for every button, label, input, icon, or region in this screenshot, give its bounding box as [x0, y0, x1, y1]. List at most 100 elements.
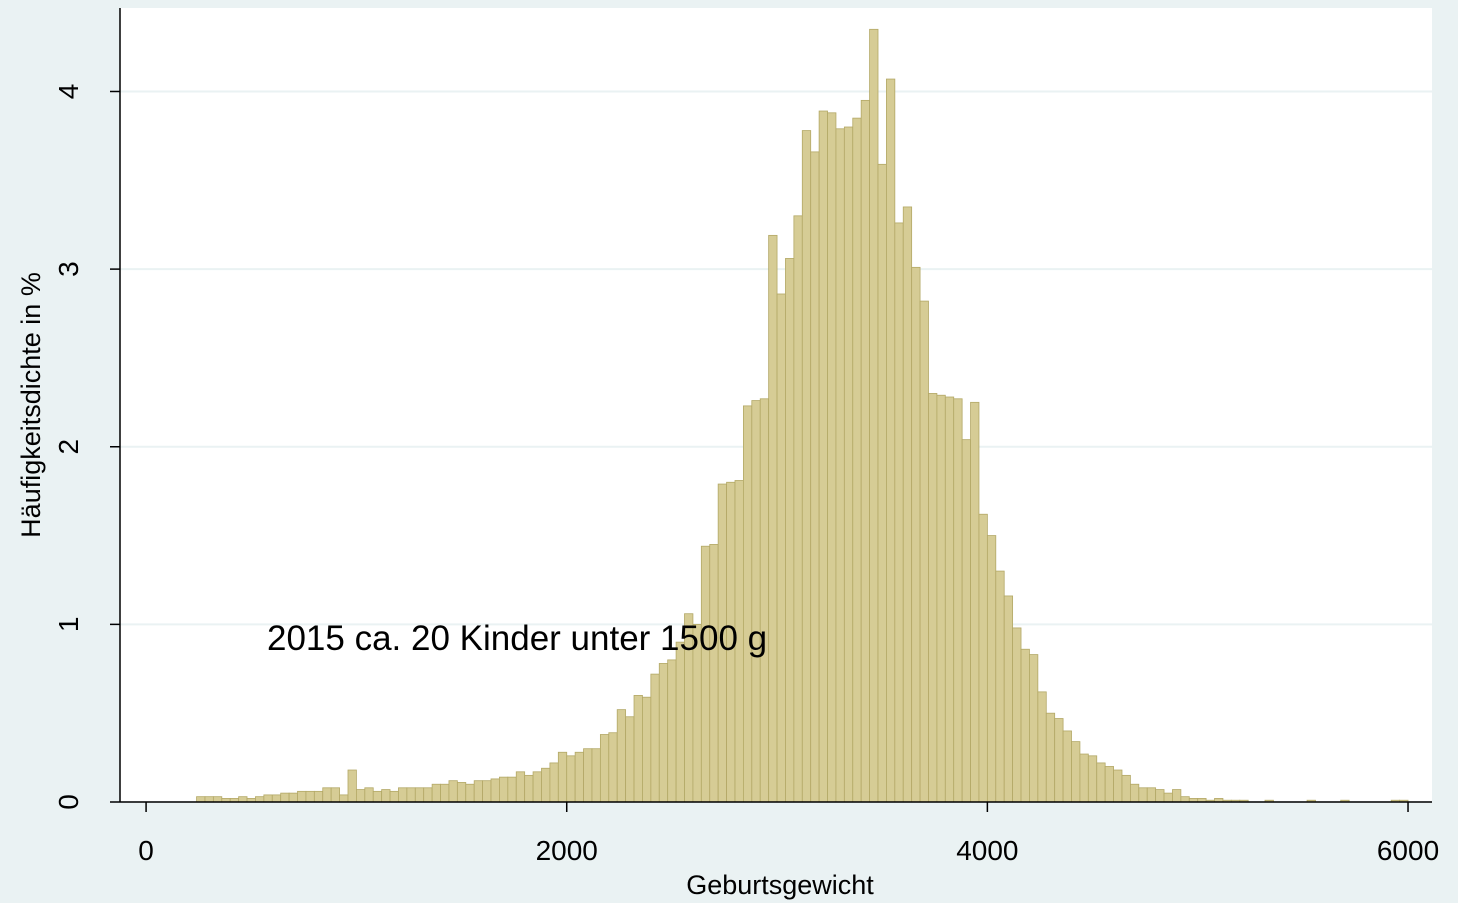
bar [566, 755, 576, 803]
bar [1012, 627, 1022, 803]
bar [1096, 762, 1106, 803]
bar [423, 787, 433, 803]
bar [271, 794, 282, 803]
bar [953, 398, 963, 803]
y-tick-label: 3 [53, 261, 84, 277]
bar [928, 393, 938, 803]
bar [919, 300, 929, 803]
bar [473, 780, 483, 803]
bar [642, 696, 652, 803]
bar [801, 130, 812, 803]
bar [238, 796, 248, 803]
bar [1138, 787, 1148, 803]
bar [675, 641, 685, 803]
bar [212, 796, 223, 803]
bar [608, 732, 618, 803]
bar [1003, 595, 1014, 803]
bar [886, 78, 896, 803]
bar [263, 794, 273, 803]
bar [944, 396, 955, 803]
bar [599, 734, 610, 803]
bar [532, 771, 542, 803]
bar [1146, 787, 1157, 803]
bar [1029, 654, 1039, 803]
bar [616, 709, 627, 803]
bar [1045, 712, 1056, 803]
bar [196, 796, 206, 803]
bar [633, 695, 643, 803]
bar [785, 258, 795, 803]
bar [482, 780, 492, 803]
bar [742, 405, 753, 803]
bar [818, 110, 828, 803]
bar [440, 783, 450, 803]
annotation: 2015 ca. 20 Kinder unter 1500 g [267, 619, 767, 658]
bar [1037, 691, 1047, 803]
bar [297, 790, 307, 803]
bar [330, 787, 340, 803]
bar [1129, 783, 1140, 803]
bar [793, 215, 803, 803]
bar [843, 126, 854, 803]
bar [1180, 796, 1190, 803]
bar [356, 789, 366, 803]
bar [700, 545, 711, 803]
bar [398, 787, 408, 803]
bar [364, 787, 374, 803]
bar [583, 748, 593, 803]
bar [288, 792, 298, 803]
bar [810, 151, 820, 803]
bar [986, 535, 997, 803]
bar [431, 783, 441, 803]
bar [936, 394, 946, 803]
y-tick-label: 1 [53, 617, 84, 633]
bar [751, 400, 761, 803]
bar [759, 398, 770, 803]
x-tick-label: 2000 [536, 835, 598, 866]
bar [902, 206, 913, 803]
bar [1104, 766, 1114, 803]
bar [499, 776, 509, 803]
x-tick-label: 4000 [956, 835, 1018, 866]
y-tick-label: 4 [53, 84, 84, 100]
x-tick-label: 6000 [1377, 835, 1439, 866]
bar [625, 716, 635, 803]
bar [255, 796, 265, 803]
x-axis-title: Geburtsgewicht [686, 870, 874, 900]
bar [1071, 741, 1081, 803]
bar [490, 778, 500, 803]
bar [313, 790, 324, 803]
bar [667, 659, 677, 803]
bar [1113, 769, 1123, 803]
bar [406, 787, 416, 803]
y-tick-label: 2 [53, 439, 84, 455]
bar [911, 266, 921, 803]
bar [650, 673, 660, 803]
bar [827, 112, 837, 803]
bar [305, 790, 315, 803]
bar [970, 401, 980, 803]
bar [515, 771, 526, 803]
y-tick-label: 0 [53, 794, 84, 810]
bar [456, 782, 467, 803]
bar [978, 513, 988, 803]
bar [524, 774, 534, 803]
bar [414, 787, 425, 803]
bar [280, 792, 290, 803]
bar [339, 794, 349, 803]
bar [1172, 789, 1182, 803]
bar [768, 234, 778, 803]
bar [860, 99, 870, 803]
bar [1087, 755, 1098, 803]
bar [894, 222, 904, 803]
bar [658, 663, 669, 803]
x-tick-label: 0 [138, 835, 154, 866]
bar [1062, 730, 1072, 803]
bar [776, 293, 786, 803]
bar [1163, 792, 1173, 803]
bar [591, 748, 601, 803]
bar [557, 751, 568, 803]
bar [1079, 753, 1089, 803]
axes: 0 1 2 3 4 0 2000 4000 6000 [53, 8, 1439, 866]
